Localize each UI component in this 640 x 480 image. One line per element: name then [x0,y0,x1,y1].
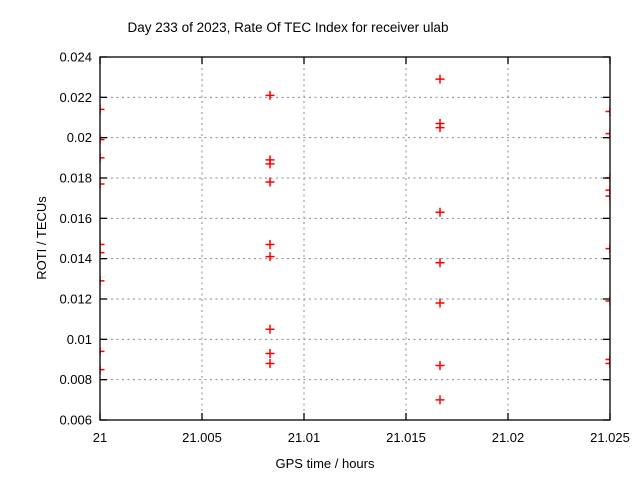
data-point-marker [605,359,610,369]
data-point-marker [605,106,610,116]
y-tick-label: 0.018 [59,171,92,186]
data-point-marker [435,207,445,217]
data-point-marker [100,365,105,375]
data-point-marker [100,104,105,114]
data-point-marker [435,298,445,308]
chart-title: Day 233 of 2023, Rate Of TEC Index for r… [128,20,449,35]
data-point-marker [100,346,105,356]
data-point-marker [100,240,105,250]
y-axis-label: ROTI / TECUs [34,196,49,280]
data-point-marker [435,395,445,405]
y-tick-label: 0.012 [59,292,92,307]
x-tick-label: 21 [93,430,107,445]
data-point-marker [605,185,610,195]
data-point-marker [605,191,610,201]
y-tick-label: 0.02 [67,130,92,145]
data-point-marker [265,252,275,262]
data-point-marker [265,90,275,100]
data-point-marker [100,135,105,145]
gridlines [100,57,610,420]
data-point-marker [100,248,105,258]
y-tick-label: 0.016 [59,211,92,226]
data-point-marker [605,296,610,306]
y-tick-label: 0.014 [59,251,92,266]
y-tick-label: 0.01 [67,332,92,347]
plot-border [99,56,611,421]
data-point-marker [605,129,610,139]
tick-labels: 21 21.005 21.01 21.015 21.02 21.025 0.006 0.008… [59,50,629,446]
x-tick-label: 21.025 [590,430,630,445]
data-point-marker [605,244,610,254]
data-point-marker [265,348,275,358]
data-point-marker [265,359,275,369]
data-points [100,74,610,405]
data-point-marker [435,74,445,84]
data-point-marker [435,258,445,268]
y-tick-label: 0.006 [59,413,92,428]
data-point-marker [100,153,105,163]
axes-and-ticks [99,56,611,421]
x-tick-label: 21.02 [492,430,525,445]
data-point-marker [100,276,105,286]
data-point-marker [435,361,445,371]
x-tick-label: 21.01 [288,430,321,445]
data-point-marker [265,159,275,169]
y-tick-label: 0.022 [59,90,92,105]
x-axis-label: GPS time / hours [276,456,375,471]
y-tick-label: 0.008 [59,372,92,387]
x-tick-label: 21.015 [386,430,426,445]
data-point-marker [100,179,105,189]
data-point-marker [435,123,445,133]
x-tick-label: 21.005 [182,430,222,445]
data-point-marker [605,355,610,364]
data-point-marker [265,240,275,250]
y-tick-label: 0.024 [59,50,92,65]
data-point-marker [265,177,275,187]
data-point-marker [265,324,275,334]
